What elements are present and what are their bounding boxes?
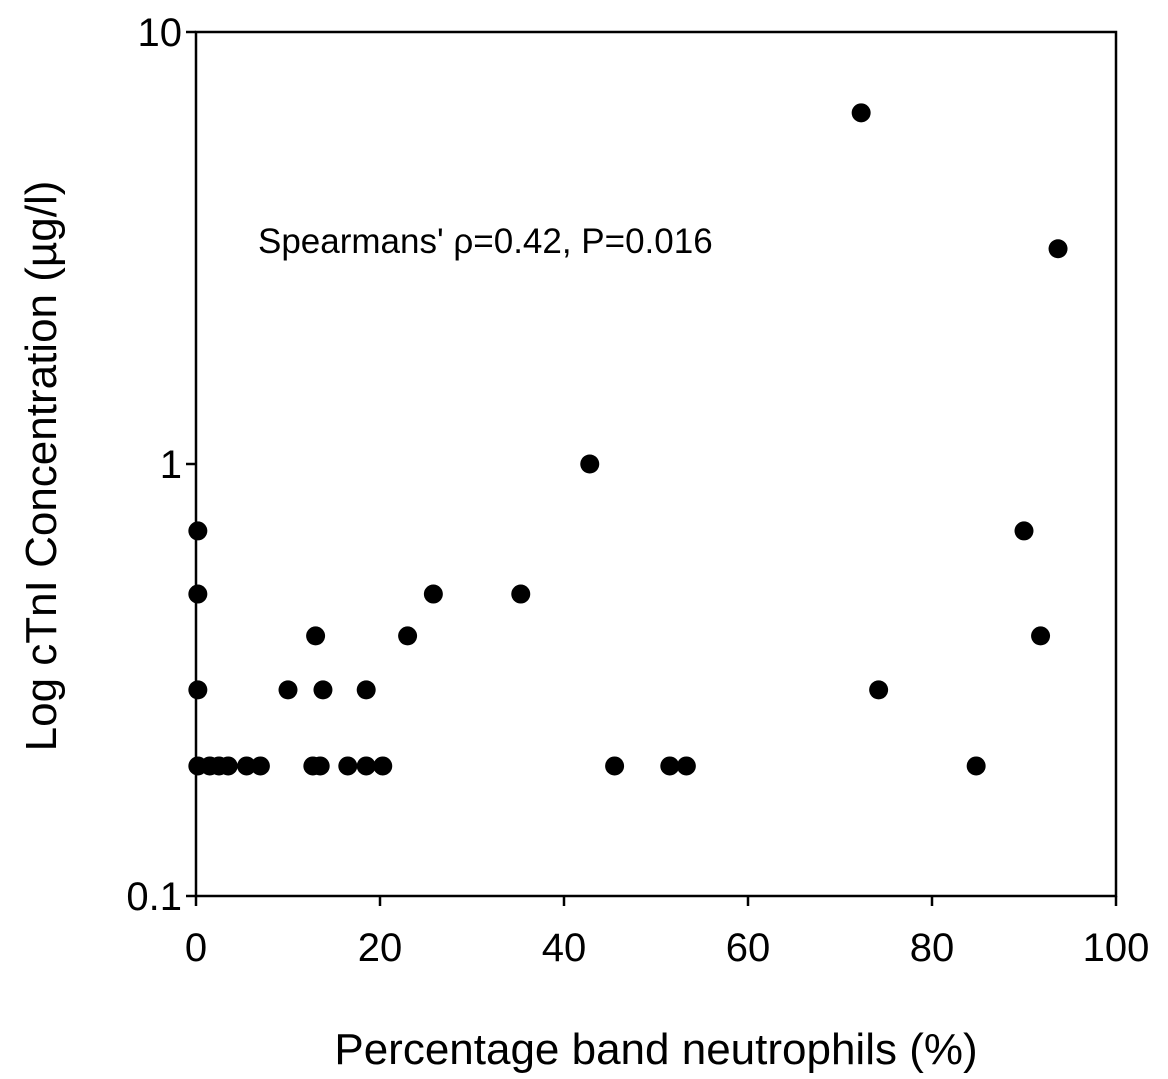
data-point — [660, 756, 680, 776]
x-tick-label: 60 — [726, 926, 771, 970]
y-tick-label: 0.1 — [126, 875, 182, 919]
data-point — [188, 584, 208, 604]
data-point — [398, 626, 418, 646]
data-point — [1014, 521, 1034, 541]
x-axis-title: Percentage band neutrophils (%) — [334, 1025, 977, 1074]
data-point — [580, 454, 600, 474]
data-points — [188, 103, 1068, 776]
y-axis-ticks: 0.1 1 10 — [126, 11, 196, 919]
data-point — [310, 756, 330, 776]
data-point — [218, 756, 238, 776]
data-point — [237, 756, 257, 776]
x-axis-ticks: 0 20 40 60 80 100 — [185, 896, 1150, 970]
data-point — [423, 584, 443, 604]
data-point — [373, 756, 393, 776]
x-tick-label: 40 — [542, 926, 587, 970]
x-tick-label: 20 — [358, 926, 403, 970]
data-point — [676, 756, 696, 776]
data-point — [605, 756, 625, 776]
x-tick-label: 100 — [1083, 926, 1150, 970]
data-point — [188, 521, 208, 541]
data-point — [1048, 239, 1068, 259]
data-point — [356, 680, 376, 700]
data-point — [966, 756, 986, 776]
data-point — [1031, 626, 1051, 646]
data-point — [306, 626, 326, 646]
data-point — [188, 680, 208, 700]
data-point — [356, 756, 376, 776]
correlation-annotation: Spearmans' ρ=0.42, P=0.016 — [258, 222, 713, 261]
data-point — [851, 103, 871, 123]
data-point — [278, 680, 298, 700]
x-tick-label: 80 — [910, 926, 955, 970]
y-tick-label: 1 — [160, 443, 182, 487]
data-point — [511, 584, 531, 604]
data-point — [338, 756, 358, 776]
y-tick-label: 10 — [138, 11, 183, 55]
data-point — [250, 756, 270, 776]
data-point — [313, 680, 333, 700]
x-tick-label: 0 — [185, 926, 207, 970]
y-axis-title: Log cTnI Concentration (µg/l) — [17, 181, 66, 752]
data-point — [869, 680, 889, 700]
